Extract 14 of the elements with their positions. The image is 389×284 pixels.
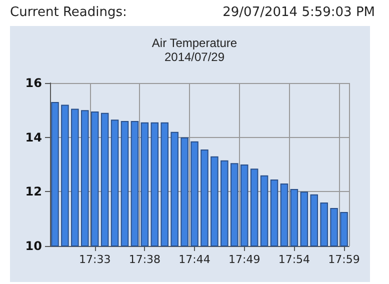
x-tick-label: 17:54 <box>278 253 310 266</box>
y-tick-label: 10 <box>25 239 42 253</box>
y-tick-label: 16 <box>25 76 42 90</box>
text: 29/07/2014 5:59:03 PM <box>222 5 376 20</box>
x-tick-label: 17:59 <box>328 253 360 266</box>
x-tick-label: 17:33 <box>79 253 111 266</box>
chart-subtitle: 2014/07/29 <box>164 50 225 64</box>
y-tick-label: 12 <box>25 184 42 199</box>
y-tick-label: 14 <box>25 130 42 144</box>
x-tick-label: 17:44 <box>178 253 210 266</box>
x-tick-label: 17:38 <box>128 253 161 266</box>
chart-title: Air Temperature <box>152 36 238 50</box>
text: Current Readings: <box>10 5 127 20</box>
x-tick-label: 17:49 <box>228 253 260 266</box>
